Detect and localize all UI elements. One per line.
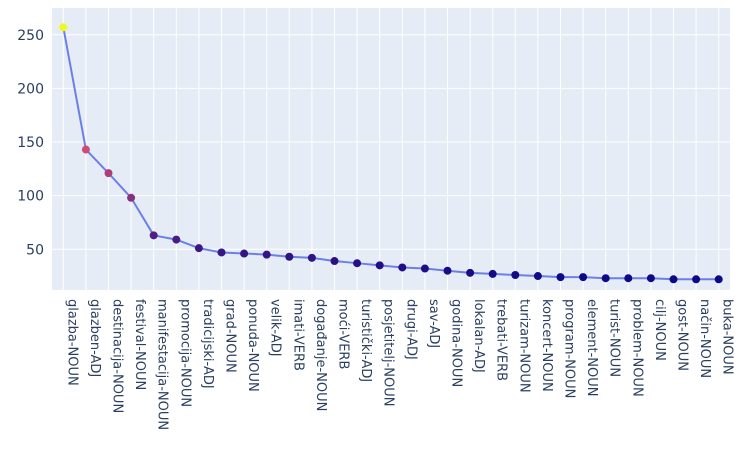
data-point[interactable] [466, 268, 475, 277]
data-point[interactable] [714, 275, 723, 284]
data-point[interactable] [646, 274, 655, 283]
data-point[interactable] [104, 169, 113, 178]
plot-background [52, 8, 730, 290]
data-point[interactable] [330, 257, 339, 266]
x-tick-label: promocija-NOUN [177, 299, 192, 407]
data-point[interactable] [579, 273, 588, 282]
x-tick-label: manifestacija-NOUN [155, 299, 170, 430]
x-tick-label: festival-NOUN [132, 299, 147, 390]
x-tick-label: godina-NOUN [449, 299, 464, 387]
x-axis-ticks: glazba-NOUN glazben-ADJ destinacija-NOUN fe… [64, 299, 734, 430]
data-point[interactable] [217, 248, 226, 257]
x-tick-label: problem-NOUN [629, 299, 644, 397]
y-axis-ticks: 50 100 150 200 250 [17, 28, 44, 258]
data-point[interactable] [240, 249, 249, 258]
x-tick-label: glazba-NOUN [64, 299, 79, 386]
data-point[interactable] [601, 274, 610, 283]
data-point[interactable] [488, 269, 497, 278]
x-tick-label: posjetitelj-NOUN [381, 299, 396, 407]
y-tick-label: 250 [17, 28, 44, 44]
data-point[interactable] [262, 250, 271, 259]
x-tick-label: koncert-NOUN [539, 299, 554, 392]
y-tick-label: 100 [17, 189, 44, 205]
x-tick-label: način-NOUN [697, 299, 712, 378]
x-tick-label: buka-NOUN [720, 299, 735, 375]
x-tick-label: element-NOUN [584, 299, 599, 397]
x-tick-label: događanje-NOUN [313, 299, 328, 411]
data-point[interactable] [353, 259, 362, 268]
data-point[interactable] [669, 275, 678, 284]
x-tick-label: gost-NOUN [675, 299, 690, 371]
y-tick-label: 200 [17, 81, 44, 97]
data-point[interactable] [511, 270, 520, 279]
x-tick-label: lokalan-ADJ [471, 299, 486, 373]
y-tick-label: 150 [17, 135, 44, 151]
x-tick-label: glazben-ADJ [87, 299, 102, 377]
x-tick-label: imati-VERB [290, 299, 305, 371]
data-point[interactable] [149, 231, 158, 240]
x-tick-label: turistički-ADJ [358, 299, 373, 382]
x-tick-label: tradicijski-ADJ [200, 299, 215, 389]
x-tick-label: turist-NOUN [607, 299, 622, 377]
x-tick-label: ponuda-NOUN [245, 299, 260, 392]
data-point[interactable] [533, 272, 542, 281]
data-point[interactable] [443, 266, 452, 275]
data-point[interactable] [398, 263, 407, 272]
data-point[interactable] [285, 252, 294, 261]
data-point[interactable] [624, 274, 633, 283]
data-point[interactable] [420, 264, 429, 273]
data-point[interactable] [172, 235, 181, 244]
data-point[interactable] [59, 23, 68, 32]
x-tick-label: moći-VERB [336, 299, 351, 369]
data-point[interactable] [692, 275, 701, 284]
x-tick-label: turizam-NOUN [516, 299, 531, 393]
data-point[interactable] [375, 261, 384, 270]
data-point[interactable] [194, 244, 203, 253]
data-point[interactable] [127, 193, 136, 202]
grid-lines [52, 8, 730, 290]
x-tick-label: grad-NOUN [223, 299, 238, 373]
x-tick-label: drugi-ADJ [403, 299, 418, 360]
y-tick-label: 50 [26, 242, 44, 258]
data-point[interactable] [556, 273, 565, 282]
x-tick-label: cilj-NOUN [652, 299, 667, 361]
x-tick-label: sav-ADJ [426, 299, 441, 348]
x-tick-label: destinacija-NOUN [110, 299, 125, 413]
x-tick-label: velik-ADJ [268, 299, 283, 357]
data-point[interactable] [307, 253, 316, 262]
data-points [59, 23, 723, 284]
x-tick-label: program-NOUN [562, 299, 577, 398]
data-point[interactable] [81, 145, 90, 154]
x-tick-label: trebati-VERB [494, 299, 509, 381]
